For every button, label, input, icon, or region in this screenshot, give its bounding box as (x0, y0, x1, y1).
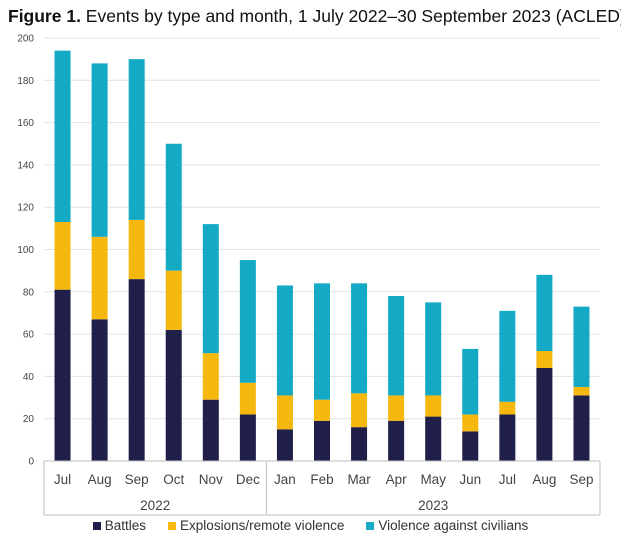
y-tick-label: 80 (23, 287, 35, 298)
x-tick-label: Oct (163, 472, 184, 487)
bar-segment-violence-against-civilians (573, 306, 590, 387)
bar-segment-battles (351, 427, 368, 461)
y-tick-label: 100 (17, 245, 34, 256)
bar-segment-explosions-remote-violence (91, 236, 108, 320)
x-tick-label: Dec (236, 472, 260, 487)
bar-segment-violence-against-civilians (165, 143, 182, 271)
x-tick-label: Apr (386, 472, 408, 487)
bar-segment-explosions-remote-violence (573, 386, 590, 396)
legend-item-violence-against-civilians: Violence against civilians (366, 518, 528, 533)
x-tick-label: Jul (54, 472, 71, 487)
bar-segment-violence-against-civilians (54, 50, 71, 223)
bar-segment-violence-against-civilians (202, 224, 219, 354)
bar-segment-battles (276, 429, 293, 461)
bar-segment-battles (388, 420, 405, 461)
legend-label-violence-against-civilians: Violence against civilians (378, 518, 529, 533)
y-tick-label: 120 (17, 203, 34, 214)
legend-label-battles: Battles (104, 518, 147, 533)
legend-swatch-violence-against-civilians (366, 521, 375, 530)
legend-swatch-battles (92, 521, 101, 530)
year-group-label: 2023 (418, 498, 448, 513)
bar-segment-violence-against-civilians (462, 348, 479, 415)
bar-segment-battles (499, 414, 516, 461)
x-tick-label: Aug (88, 472, 112, 487)
y-tick-label: 60 (23, 330, 35, 341)
bar-segment-explosions-remote-violence (202, 353, 219, 400)
bar-segment-violence-against-civilians (128, 59, 145, 220)
legend: Battles Explosions/remote violence Viole… (0, 518, 621, 533)
bar-segment-explosions-remote-violence (128, 219, 145, 280)
y-tick-label: 180 (17, 76, 34, 87)
y-tick-label: 0 (28, 457, 34, 468)
y-tick-label: 40 (23, 372, 35, 383)
bar-segment-battles (54, 289, 71, 461)
title-text: Events by type and month, 1 July 2022–30… (80, 6, 621, 26)
year-group-label: 2022 (140, 498, 170, 513)
bar-segment-battles (573, 395, 590, 461)
x-tick-label: Sep (125, 472, 149, 487)
bar-segment-battles (91, 319, 108, 461)
bar-segment-explosions-remote-violence (462, 414, 479, 432)
bar-segment-explosions-remote-violence (388, 395, 405, 421)
y-tick-label: 20 (23, 414, 35, 425)
bar-segment-explosions-remote-violence (314, 399, 330, 421)
bar-segment-violence-against-civilians (276, 285, 293, 396)
x-tick-label: Mar (347, 472, 371, 487)
bar-segment-explosions-remote-violence (276, 395, 293, 430)
x-tick-label: Sep (569, 472, 593, 487)
bar-segment-battles (314, 420, 330, 461)
y-tick-label: 140 (17, 160, 34, 171)
legend-item-explosions: Explosions/remote violence (168, 518, 344, 533)
bar-segment-explosions-remote-violence (54, 222, 71, 290)
bar-segment-violence-against-civilians (425, 302, 442, 396)
legend-swatch-explosions (168, 521, 177, 530)
bar-segment-violence-against-civilians (388, 296, 405, 396)
chart-title: Figure 1. Events by type and month, 1 Ju… (8, 6, 621, 27)
y-tick-label: 160 (17, 118, 34, 129)
bar-segment-battles (425, 416, 442, 461)
bar-segment-violence-against-civilians (536, 274, 553, 352)
x-tick-label: Jan (274, 472, 296, 487)
bar-segment-violence-against-civilians (91, 63, 108, 237)
bar-segment-battles (462, 431, 479, 461)
x-tick-label: May (420, 472, 446, 487)
bar-segment-battles (165, 329, 182, 461)
bar-segment-violence-against-civilians (239, 260, 256, 383)
bar-segment-explosions-remote-violence (239, 382, 256, 415)
bar-segment-battles (239, 414, 256, 461)
bar-segment-battles (536, 367, 553, 461)
y-tick-label: 200 (17, 34, 34, 45)
legend-label-explosions: Explosions/remote violence (180, 518, 345, 533)
bar-segment-explosions-remote-violence (425, 395, 442, 417)
bar-segment-violence-against-civilians (314, 283, 330, 400)
bar-segment-explosions-remote-violence (536, 351, 553, 368)
bar-segment-explosions-remote-violence (499, 401, 516, 415)
figure-label: Figure 1. (8, 6, 81, 26)
bar-segment-explosions-remote-violence (165, 270, 182, 330)
bar-segment-battles (202, 399, 219, 461)
x-tick-label: Nov (199, 472, 223, 487)
x-tick-label: Feb (310, 472, 333, 487)
bar-segment-explosions-remote-violence (351, 393, 368, 428)
bar-segment-violence-against-civilians (499, 310, 516, 402)
x-tick-label: Jun (459, 472, 481, 487)
legend-item-battles: Battles (92, 518, 147, 533)
bar-segment-violence-against-civilians (351, 283, 368, 394)
x-tick-label: Jul (499, 472, 516, 487)
x-tick-label: Aug (532, 472, 556, 487)
bar-segment-battles (128, 279, 145, 461)
